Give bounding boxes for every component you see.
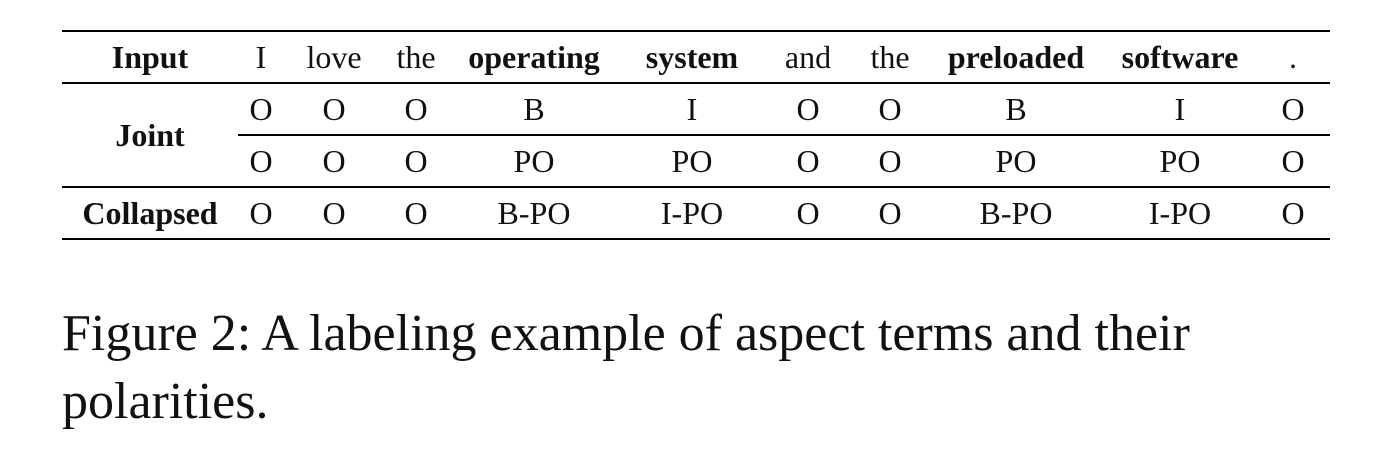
input-token: and xyxy=(764,30,852,84)
input-token: the xyxy=(384,30,448,84)
collapsed-tag: O xyxy=(852,187,928,240)
joint-polarity-tag: PO xyxy=(620,135,764,188)
input-token-aspect: software xyxy=(1104,30,1256,84)
input-token: love xyxy=(284,30,384,84)
collapsed-tag: B-PO xyxy=(928,187,1104,240)
joint-boundary-tag: B xyxy=(448,83,620,136)
joint-boundary-tag: O xyxy=(384,83,448,136)
joint-polarity-tag: O xyxy=(852,135,928,188)
joint-boundary-tag: O xyxy=(284,83,384,136)
joint-polarity-tag: O xyxy=(284,135,384,188)
collapsed-tag: O xyxy=(1256,187,1330,240)
joint-polarity-tag: O xyxy=(238,135,284,188)
joint-boundary-tag: O xyxy=(238,83,284,136)
labeling-table-container: Input I love the operating system and th… xyxy=(62,30,1330,240)
collapsed-tag: O xyxy=(384,187,448,240)
joint-polarity-tag: O xyxy=(384,135,448,188)
collapsed-tag: O xyxy=(238,187,284,240)
joint-polarity-tag: O xyxy=(764,135,852,188)
joint-polarity-tag: PO xyxy=(1104,135,1256,188)
input-row-label: Input xyxy=(62,30,238,84)
joint-boundary-tag: O xyxy=(764,83,852,136)
collapsed-tag: B-PO xyxy=(448,187,620,240)
joint-polarity-tag: PO xyxy=(928,135,1104,188)
joint-boundary-tag: B xyxy=(928,83,1104,136)
joint-row-label: Joint xyxy=(62,83,238,188)
joint-boundary-tag: I xyxy=(620,83,764,136)
collapsed-row: Collapsed O O O B-PO I-PO O O B-PO I-PO … xyxy=(62,187,1330,240)
joint-boundary-row: Joint O O O B I O O B I O xyxy=(62,83,1330,188)
figure-caption: Figure 2: A labeling example of aspect t… xyxy=(62,305,1190,430)
joint-polarity-tag: O xyxy=(1256,135,1330,188)
input-token: . xyxy=(1256,30,1330,84)
joint-boundary-tag: I xyxy=(1104,83,1256,136)
collapsed-tag: I-PO xyxy=(1104,187,1256,240)
labeling-table: Input I love the operating system and th… xyxy=(62,30,1330,240)
joint-boundary-tag: O xyxy=(1256,83,1330,136)
collapsed-row-label: Collapsed xyxy=(62,187,238,240)
joint-polarity-tag: PO xyxy=(448,135,620,188)
collapsed-tag: O xyxy=(284,187,384,240)
joint-polarity-row: O O O PO PO O O PO PO O xyxy=(62,135,1330,188)
input-token-aspect: operating xyxy=(448,30,620,84)
collapsed-tag: I-PO xyxy=(620,187,764,240)
input-token: the xyxy=(852,30,928,84)
input-token-aspect: preloaded xyxy=(928,30,1104,84)
input-row: Input I love the operating system and th… xyxy=(62,30,1330,84)
input-token: I xyxy=(238,30,284,84)
collapsed-tag: O xyxy=(764,187,852,240)
joint-boundary-tag: O xyxy=(852,83,928,136)
input-token-aspect: system xyxy=(620,30,764,84)
